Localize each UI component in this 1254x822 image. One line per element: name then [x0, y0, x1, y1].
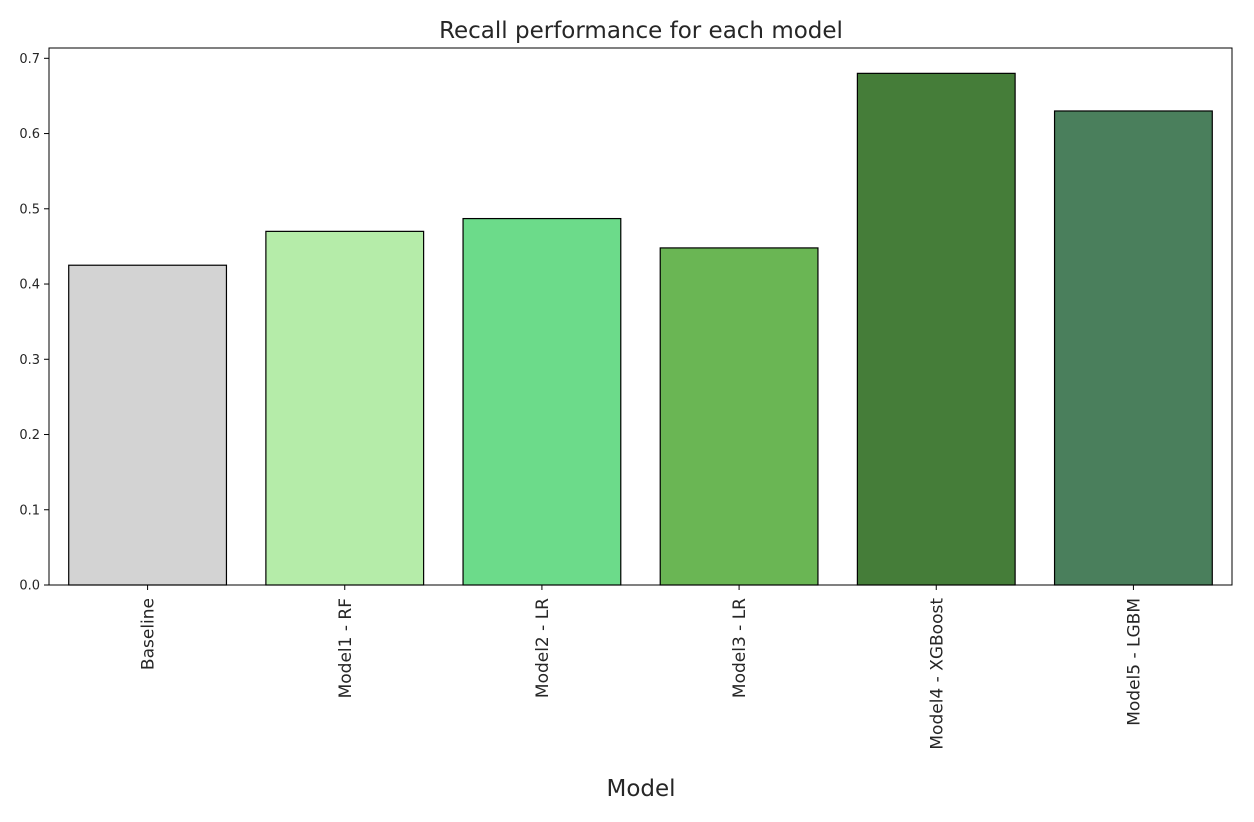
y-tick-label: 0.6 [19, 127, 40, 142]
bar-3 [462, 217, 622, 586]
y-axis-ticks: 0.0 0.1 0.2 0.3 0.4 0.5 0.6 0.7 [19, 52, 49, 594]
x-axis-ticks: Baseline Model1 - RF Model2 - LR Model3 - L… [139, 585, 1144, 750]
bars [68, 72, 1213, 586]
x-category-label: Model4 - XGBoost [927, 598, 947, 750]
x-axis-label: Model [606, 776, 675, 802]
bar-6 [1053, 110, 1213, 586]
x-category-label: Baseline [139, 598, 159, 670]
x-category-label: Model3 - LR [730, 598, 750, 698]
plot-frame [48, 47, 1233, 586]
x-category-label: Model1 - RF [336, 598, 356, 698]
x-category-label: Model5 - LGBM [1124, 598, 1144, 726]
bar-2 [265, 230, 425, 586]
y-tick-label: 0.7 [19, 52, 40, 67]
y-tick-label: 0.4 [19, 278, 40, 293]
y-tick-label: 0.2 [19, 428, 40, 443]
bar-5 [856, 72, 1016, 586]
y-tick-label: 0.3 [19, 353, 40, 368]
x-category-label: Model2 - LR [533, 598, 553, 698]
y-tick-label: 0.1 [19, 503, 40, 518]
bar-4 [659, 247, 819, 586]
chart-title: Recall performance for each model [439, 18, 843, 44]
bar-1 [68, 264, 228, 586]
y-tick-label: 0.5 [19, 202, 40, 217]
y-tick-label: 0.0 [19, 579, 40, 594]
